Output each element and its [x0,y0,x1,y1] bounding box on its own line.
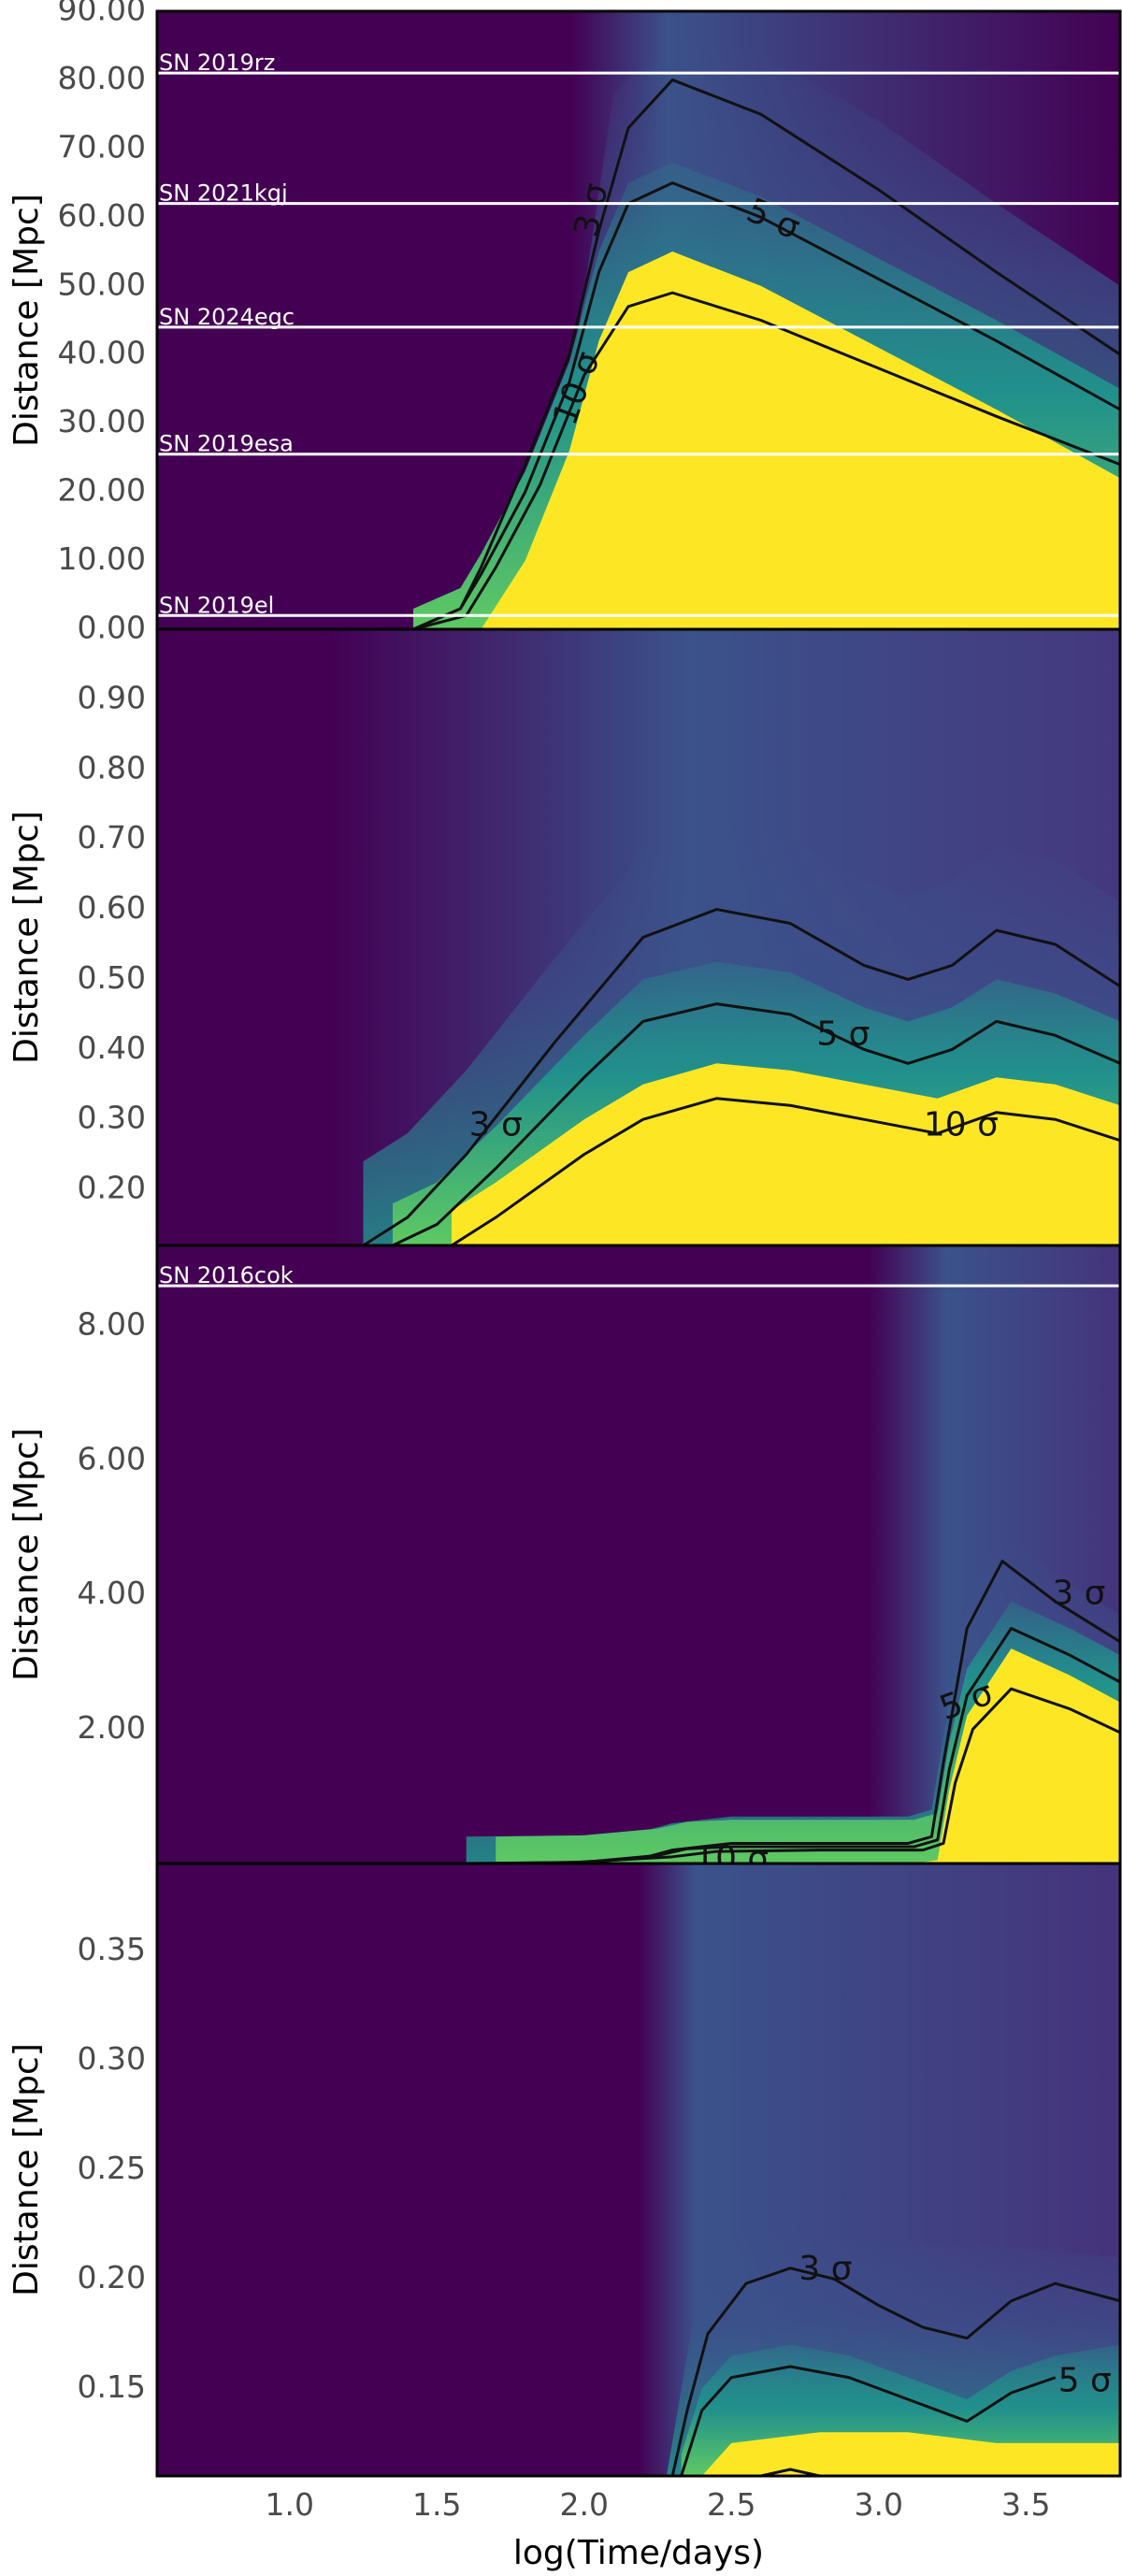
heatmap-saturated [496,1648,1120,1864]
contour-label: 3 σ [469,1106,523,1144]
x-axis-label: log(Time/days) [513,2534,764,2572]
y-tick-label: 80.00 [58,60,146,96]
y-tick-label: 0.00 [78,610,146,646]
y-tick-label: 0.25 [78,2150,146,2186]
y-tick-label: 30.00 [58,403,146,439]
y-tick-label: 0.15 [78,2368,146,2405]
contour-line [451,1097,1120,1245]
y-tick-label: 60.00 [58,197,146,234]
y-tick-label: 40.00 [58,335,146,371]
panel-2: 3 σ 5 σ 10 σ 0.20 0.30 0.40 0.50 0.60 0.70 0.80 0.… [7,627,1122,1247]
y-tick-label: 90.00 [58,0,146,28]
x-tick-label: 2.5 [707,2486,755,2523]
y-axis-label: Distance [Mpc] [7,194,46,447]
y-tick-label: 0.35 [78,1931,146,1967]
y-tick-label: 10.00 [58,540,146,577]
reference-line-label: SN 2019esa [159,431,294,457]
x-tick-label: 3.5 [1001,2486,1050,2523]
contour-label: 3 σ [798,2250,852,2288]
reference-line-label: SN 2019rz [159,50,275,76]
y-tick-label: 0.70 [78,819,146,856]
contour-line [554,1687,1120,1864]
contour-line [362,908,1120,1245]
y-tick-label: 0.30 [78,1100,146,1136]
y-tick-label: 70.00 [58,128,146,165]
y-axis-label: Distance [Mpc] [7,811,46,1064]
x-tick-label: 2.0 [559,2486,608,2523]
y-tick-label: 6.00 [78,1440,146,1476]
y-tick-label: 0.80 [78,749,146,785]
heatmap-saturated [451,1063,1120,1245]
contour-line [760,2468,821,2476]
y-axis-label: Distance [Mpc] [7,1428,46,1681]
y-tick-label: 0.90 [78,679,146,715]
reference-line-label: SN 2024egc [159,304,295,330]
y-tick-label: 4.00 [78,1575,146,1611]
contour-label: 10 σ [924,1106,999,1144]
contour-line [496,1627,1120,1864]
y-tick-label: 0.50 [78,959,146,996]
reference-line-label: SN 2021kgj [159,180,288,207]
y-tick-label: 2.00 [78,1709,146,1746]
heatmap-saturated [701,2432,1120,2476]
x-tick-label: 1.5 [412,2486,461,2523]
heatmap-saturated [413,252,1120,629]
contour-line [670,2267,1120,2476]
reference-line-label: SN 2016cok [159,1262,294,1288]
y-tick-label: 0.60 [78,889,146,926]
x-tick-label: 3.0 [854,2486,902,2523]
x-tick-label: 1.0 [266,2486,314,2523]
panel-frame [155,1862,1122,2478]
y-tick-label: 0.20 [78,1170,146,1206]
panel-3: 3 σ5 σ10 σSN 2016cok2.004.006.008.00Dist… [7,1244,1122,1878]
y-tick-label: 8.00 [78,1306,146,1343]
contour-label: 5 σ [816,1015,870,1053]
contour-line [680,2365,1057,2476]
y-axis-label: Distance [Mpc] [7,2043,46,2296]
contour-line [412,181,1120,629]
contour-line [412,291,1120,629]
contour-label: 3 σ [1052,1575,1105,1613]
y-tick-label: 50.00 [58,266,146,302]
contour-label: 5 σ [1058,2361,1112,2399]
y-tick-label: 0.20 [78,2259,146,2295]
reference-line-label: SN 2019el [159,592,274,618]
y-tick-label: 20.00 [58,472,146,509]
y-tick-label: 0.40 [78,1029,146,1066]
contour-line [392,1002,1120,1245]
panel-4: 3 σ 5 σ 0.15 0.20 0.25 0.30 0.35 Distance [Mpc] [7,1862,1122,2478]
y-tick-label: 0.30 [78,2040,146,2077]
